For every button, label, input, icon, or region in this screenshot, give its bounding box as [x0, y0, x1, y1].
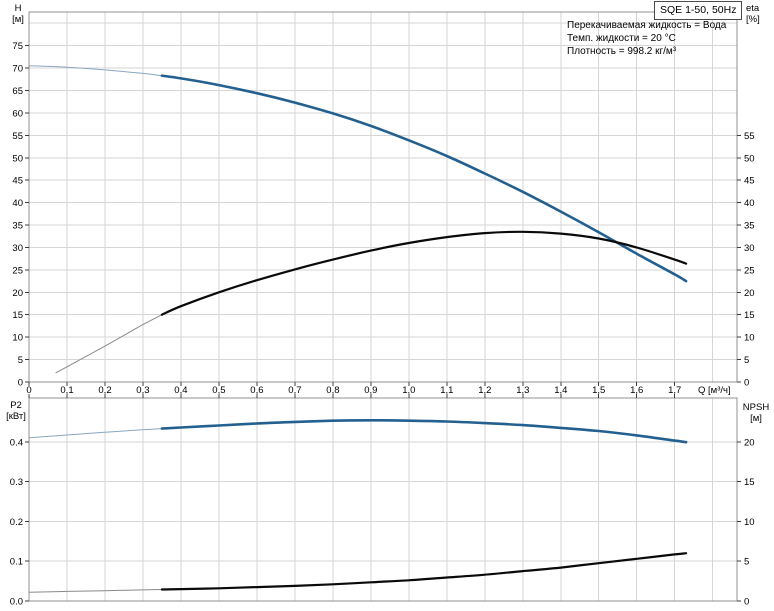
y-left-tick-label: 10	[12, 333, 23, 344]
y-left-tick-label: 55	[12, 131, 23, 142]
h-axis-symbol: H	[14, 3, 22, 14]
x-tick-label: 0,9	[364, 385, 377, 396]
x-tick-label: 0,6	[250, 385, 263, 396]
y-left-tick-label: 0.2	[10, 517, 23, 528]
blue-curve-left	[160, 74, 688, 283]
y-left-tick-label: 45	[12, 176, 23, 187]
y-left-tick-label: 25	[12, 265, 23, 276]
npsh-axis-label: NPSH [м]	[739, 402, 773, 424]
x-tick-label: 0,8	[326, 385, 339, 396]
y-right-tick-label: 5	[744, 557, 749, 568]
y-left-tick-label: 15	[12, 310, 23, 321]
x-tick-label: 1,4	[554, 385, 567, 396]
black-curve-right	[160, 230, 688, 316]
y-left-tick-label: 70	[12, 64, 23, 75]
fluid-info-block: Перекачиваемая жидкость = Вода Темп. жид…	[567, 19, 726, 58]
y-left-tick-label: 50	[12, 153, 23, 164]
eta-axis-symbol: eta	[746, 3, 760, 14]
y-left-tick-label: 0.3	[10, 477, 23, 488]
y-right-tick-label: 15	[744, 310, 755, 321]
y-left-tick-label: 0.1	[10, 557, 23, 568]
q-axis-label: Q [м³/ч]	[698, 385, 731, 396]
y-right-tick-label: 5	[744, 355, 749, 366]
x-tick-label: 0,5	[212, 385, 225, 396]
y-left-tick-label: 0.4	[10, 437, 23, 448]
x-tick-label: 1,2	[478, 385, 491, 396]
y-left-tick-label: 0	[18, 378, 23, 389]
fluid-info-line: Перекачиваемая жидкость = Вода	[567, 20, 727, 31]
y-left-tick-label: 35	[12, 221, 23, 232]
fluid-info-line: Плотность = 998.2 кг/м³	[567, 46, 677, 57]
x-tick-label: 1,3	[516, 385, 529, 396]
x-tick-label: 1,7	[668, 385, 681, 396]
y-right-tick-label: 15	[744, 477, 755, 488]
black-curve-right-thin	[28, 589, 162, 593]
npsh-axis-unit: [м]	[750, 413, 762, 424]
x-tick-label: 0,7	[288, 385, 301, 396]
y-right-tick-label: 50	[744, 153, 755, 164]
x-tick-label: 0,3	[136, 385, 149, 396]
x-tick-label: 1,0	[402, 385, 415, 396]
x-tick-label: 1,6	[630, 385, 643, 396]
y-right-tick-label: 20	[744, 437, 755, 448]
y-left-tick-label: 40	[12, 198, 23, 209]
y-right-tick-label: 10	[744, 517, 755, 528]
x-tick-label: 0	[26, 385, 31, 396]
y-right-tick-label: 10	[744, 333, 755, 344]
eta-axis-unit: [%]	[746, 14, 760, 25]
black-curve-right-thin	[55, 314, 163, 374]
x-tick-label: 0,1	[60, 385, 73, 396]
y-right-tick-label: 0	[744, 378, 749, 389]
p2-axis-unit: [кВт]	[6, 411, 26, 422]
y-left-tick-label: 20	[12, 288, 23, 299]
x-tick-label: 1,1	[440, 385, 453, 396]
pump-model-badge: SQE 1-50, 50Hz	[654, 1, 743, 20]
y-right-tick-label: 35	[744, 221, 755, 232]
fluid-info-line: Темп. жидкости = 20 °C	[567, 33, 676, 44]
y-right-tick-label: 55	[744, 131, 755, 142]
npsh-axis-symbol: NPSH	[742, 402, 770, 413]
y-left-tick-label: 60	[12, 108, 23, 119]
y-right-tick-label: 0	[744, 597, 749, 608]
plot-border	[28, 11, 738, 383]
h-axis-label: H [м]	[6, 3, 30, 25]
y-left-tick-label: 75	[12, 41, 23, 52]
p2-axis-label: P2 [кВт]	[2, 400, 30, 422]
h-axis-unit: [м]	[12, 14, 24, 25]
y-left-tick-label: 65	[12, 86, 23, 97]
blue-curve-left-thin	[28, 428, 162, 439]
x-tick-label: 0,2	[98, 385, 111, 396]
plot-border	[28, 397, 738, 602]
x-tick-label: 0,4	[174, 385, 187, 396]
y-right-tick-label: 20	[744, 288, 755, 299]
blue-curve-left-thin	[28, 65, 162, 77]
black-curve-right	[160, 552, 688, 591]
y-left-tick-label: 0.0	[10, 597, 23, 608]
blue-curve-left	[160, 418, 688, 444]
y-right-tick-label: 40	[744, 198, 755, 209]
y-right-tick-label: 30	[744, 243, 755, 254]
y-left-tick-label: 5	[18, 355, 23, 366]
p2-axis-symbol: P2	[10, 400, 22, 411]
y-left-tick-label: 30	[12, 243, 23, 254]
y-right-tick-label: 25	[744, 265, 755, 276]
y-right-tick-label: 45	[744, 176, 755, 187]
x-tick-label: 1,5	[592, 385, 605, 396]
eta-axis-label: eta [%]	[746, 3, 772, 25]
